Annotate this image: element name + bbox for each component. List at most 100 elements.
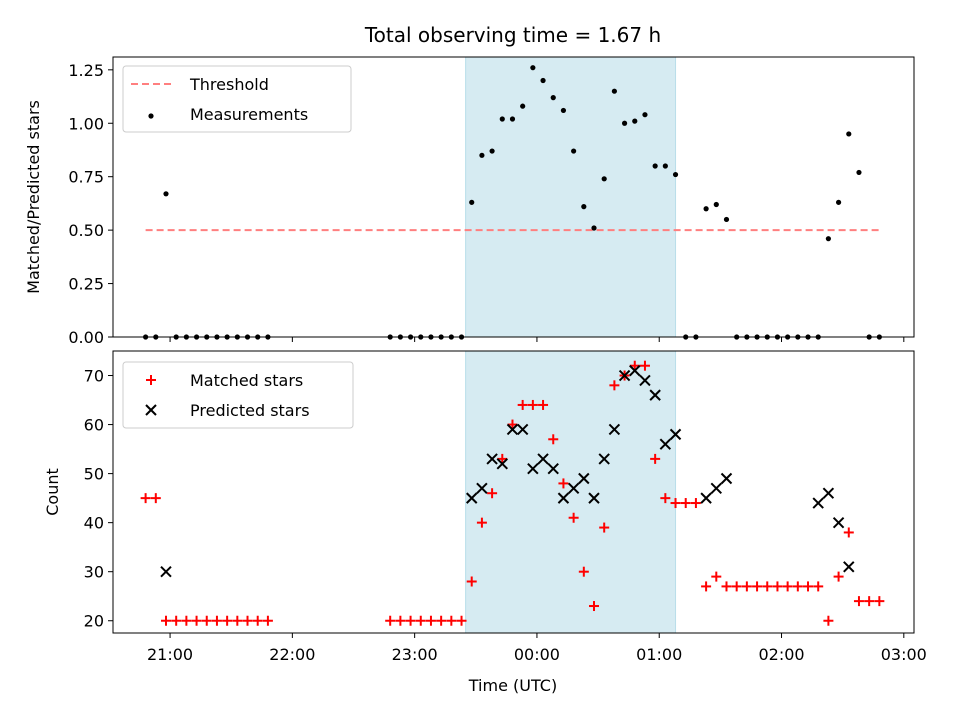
y-tick-label: 1.25: [68, 61, 104, 80]
x-tick-label: 21:00: [147, 645, 193, 664]
figure-title: Total observing time = 1.67 h: [364, 23, 661, 47]
predicted-point-b: [639, 374, 651, 387]
y-axis-label: Count: [43, 468, 62, 516]
predicted-point-b: [710, 482, 723, 495]
predicted-point: [832, 516, 845, 529]
predicted-point: [812, 497, 824, 509]
matched-point: [160, 615, 171, 626]
matched-point: [262, 615, 273, 626]
y-tick-label: 60: [84, 416, 104, 435]
matched-point: [538, 399, 549, 410]
matched-point: [731, 581, 742, 592]
matched-point: [140, 493, 151, 504]
matched-point: [568, 512, 579, 523]
matched-point: [772, 581, 783, 592]
matched-point: [639, 360, 650, 371]
legend-label: Measurements: [190, 105, 308, 124]
x-tick-label: 22:00: [269, 645, 315, 664]
legend-label: Threshold: [189, 75, 269, 94]
legend-measurement-key: [148, 113, 154, 119]
y-tick-label: 50: [84, 465, 104, 484]
predicted-point: [822, 487, 835, 499]
matched-point: [395, 615, 406, 626]
matched-point: [599, 522, 610, 533]
predicted-point-b: [537, 453, 549, 465]
matched-point: [211, 615, 222, 626]
matched-point: [548, 434, 559, 445]
matched-point: [690, 498, 701, 509]
predicted-point: [567, 482, 580, 495]
measurement-point: [591, 225, 597, 231]
legend-box: [122, 361, 354, 429]
measurement-point: [825, 236, 831, 242]
matched-point: [385, 615, 396, 626]
measurement-point: [509, 116, 516, 122]
predicted-point-b: [557, 492, 570, 504]
measurement-point: [642, 112, 648, 118]
measurement-point: [835, 199, 842, 205]
predicted-point: [659, 438, 672, 450]
measurement-point: [489, 148, 495, 154]
predicted-point: [588, 492, 600, 504]
matched-point: [527, 399, 538, 410]
predicted-point-b: [659, 438, 672, 450]
matched-point: [436, 615, 447, 626]
count-panel: 20 30 40 50 60 70 21:00 22:00 23:00 00:00 01:00 02:…: [43, 350, 927, 664]
predicted-point: [547, 462, 559, 475]
matched-point: [222, 615, 233, 626]
predicted-point-b: [598, 453, 610, 465]
matched-point: [487, 488, 498, 499]
matched-point: [762, 581, 773, 592]
matched-point: [609, 380, 620, 391]
predicted-point: [649, 389, 661, 401]
predicted-point: [557, 492, 570, 504]
predicted-point: [466, 492, 478, 504]
measurement-point: [479, 152, 485, 158]
predicted-point: [527, 462, 539, 475]
measurement-point: [662, 163, 668, 169]
measurement-point: [621, 120, 628, 126]
matched-point: [232, 615, 243, 626]
predicted-point-b: [506, 423, 519, 436]
matched-point: [171, 615, 182, 626]
matched-point: [680, 498, 691, 509]
matched-point: [415, 615, 426, 626]
matched-point: [242, 615, 253, 626]
legend-label: Matched stars: [190, 371, 303, 390]
legend-box: [122, 65, 352, 133]
matched-point: [191, 615, 202, 626]
predicted-point: [578, 472, 590, 485]
measurement-point: [540, 77, 546, 84]
matched-point: [476, 517, 487, 528]
predicted-point: [516, 423, 529, 436]
predicted-point: [700, 492, 712, 504]
predicted-point-b: [700, 492, 712, 504]
predicted-point-b: [578, 472, 590, 485]
matched-point: [181, 615, 192, 626]
x-tick-label: 00:00: [514, 645, 560, 664]
matched-point: [507, 419, 518, 430]
measurement-point: [581, 204, 587, 210]
measurement-point: [601, 176, 607, 182]
predicted-point: [496, 458, 508, 470]
predicted-point-b: [629, 364, 641, 377]
measurement-point: [499, 116, 505, 122]
y-tick-label: 1.00: [68, 114, 104, 133]
predicted-point: [598, 453, 610, 465]
y-tick-label: 40: [84, 514, 104, 533]
matched-point: [405, 615, 416, 626]
legend-predicted-key-b: [145, 404, 157, 416]
predicted-point: [720, 472, 733, 485]
measurement-point: [672, 171, 679, 178]
predicted-point-b: [618, 369, 631, 382]
predicted-point-b: [720, 472, 733, 485]
predicted-point: [476, 482, 488, 495]
predicted-point-b: [822, 487, 835, 499]
matched-point: [853, 596, 864, 607]
axes-frame: [112, 350, 915, 634]
predicted-point: [639, 374, 651, 387]
y-tick-label: 0.50: [68, 221, 104, 240]
matched-point: [589, 601, 600, 612]
x-tick-label: 02:00: [758, 645, 804, 664]
